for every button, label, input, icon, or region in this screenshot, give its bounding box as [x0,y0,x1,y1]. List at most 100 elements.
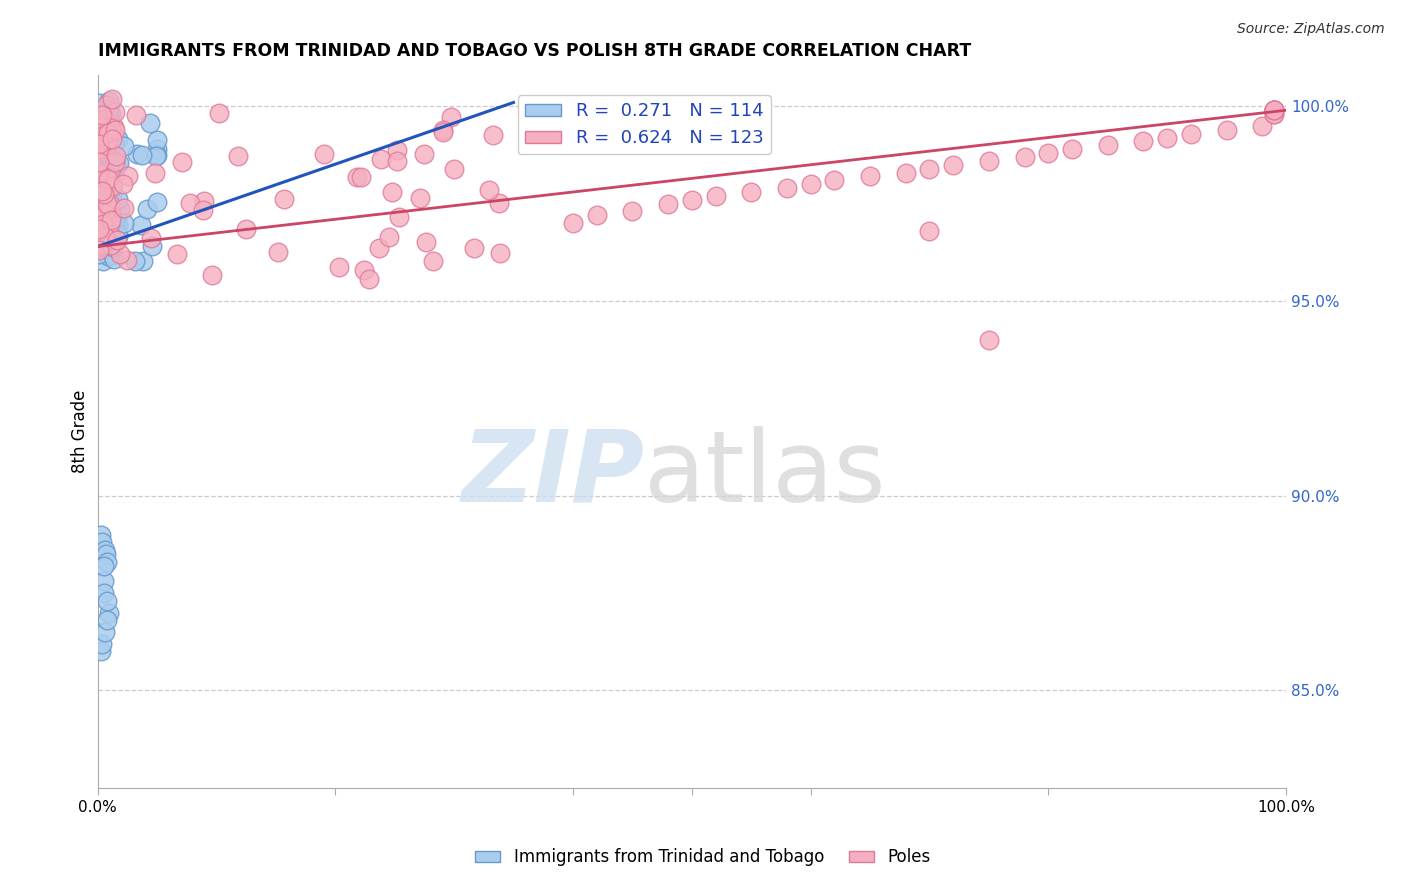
Immigrants from Trinidad and Tobago [89,109,111,123]
Poles [87,238,110,252]
Immigrants from Trinidad and Tobago [125,146,148,161]
Poles [98,197,121,211]
Poles [432,125,454,139]
Poles [409,191,432,205]
Immigrants from Trinidad and Tobago [112,138,135,153]
Poles [235,222,257,236]
Poles [977,333,1000,347]
Poles [101,178,124,193]
Poles [1263,103,1285,118]
Poles [463,241,485,255]
Poles [918,161,941,176]
Immigrants from Trinidad and Tobago [98,606,121,620]
Poles [1038,146,1060,161]
Immigrants from Trinidad and Tobago [101,240,124,254]
Immigrants from Trinidad and Tobago [98,150,121,164]
Immigrants from Trinidad and Tobago [135,202,157,216]
Poles [107,233,129,247]
Poles [1097,138,1119,153]
Poles [859,169,882,184]
Poles [585,208,607,222]
Immigrants from Trinidad and Tobago [124,254,146,268]
Poles [918,224,941,238]
Poles [1156,130,1178,145]
Immigrants from Trinidad and Tobago [90,175,112,189]
Immigrants from Trinidad and Tobago [93,103,115,117]
Immigrants from Trinidad and Tobago [98,152,121,166]
Poles [125,108,148,122]
Poles [94,230,117,244]
Immigrants from Trinidad and Tobago [110,202,132,217]
Poles [96,137,118,152]
Immigrants from Trinidad and Tobago [100,188,122,202]
Immigrants from Trinidad and Tobago [112,216,135,230]
Immigrants from Trinidad and Tobago [94,547,117,561]
Poles [489,246,512,260]
Poles [346,170,368,185]
Immigrants from Trinidad and Tobago [96,170,118,185]
Poles [977,153,1000,168]
Immigrants from Trinidad and Tobago [103,216,125,230]
Immigrants from Trinidad and Tobago [103,252,125,267]
Text: atlas: atlas [644,425,886,523]
Poles [96,197,118,211]
Immigrants from Trinidad and Tobago [97,206,120,220]
Immigrants from Trinidad and Tobago [90,194,112,209]
Immigrants from Trinidad and Tobago [108,156,131,170]
Poles [96,142,118,156]
Poles [1251,119,1274,133]
Immigrants from Trinidad and Tobago [107,208,129,222]
Poles [208,106,231,120]
Poles [117,169,139,183]
Immigrants from Trinidad and Tobago [96,555,118,569]
Poles [143,165,166,179]
Poles [91,184,114,198]
Poles [482,128,505,143]
Immigrants from Trinidad and Tobago [100,130,122,145]
Immigrants from Trinidad and Tobago [93,543,115,558]
Immigrants from Trinidad and Tobago [145,149,167,163]
Poles [422,254,444,268]
Poles [94,206,117,220]
Poles [100,178,122,193]
Poles [104,154,127,169]
Poles [87,222,110,236]
Immigrants from Trinidad and Tobago [146,148,169,162]
Immigrants from Trinidad and Tobago [98,165,121,179]
Immigrants from Trinidad and Tobago [107,228,129,243]
Poles [97,172,120,186]
Immigrants from Trinidad and Tobago [94,200,117,214]
Poles [621,204,644,219]
Immigrants from Trinidad and Tobago [105,159,128,173]
Immigrants from Trinidad and Tobago [101,209,124,223]
Immigrants from Trinidad and Tobago [100,123,122,137]
Poles [776,181,799,195]
Text: Source: ZipAtlas.com: Source: ZipAtlas.com [1237,22,1385,37]
Immigrants from Trinidad and Tobago [97,171,120,186]
Poles [97,126,120,140]
Poles [1060,142,1083,156]
Legend: R =  0.271   N = 114, R =  0.624   N = 123: R = 0.271 N = 114, R = 0.624 N = 123 [517,95,770,154]
Immigrants from Trinidad and Tobago [139,116,162,130]
Poles [100,213,122,227]
Poles [94,98,117,112]
Immigrants from Trinidad and Tobago [97,199,120,213]
Poles [101,132,124,146]
Immigrants from Trinidad and Tobago [89,123,111,137]
Immigrants from Trinidad and Tobago [98,219,121,233]
Immigrants from Trinidad and Tobago [96,155,118,169]
Immigrants from Trinidad and Tobago [93,112,115,127]
Poles [704,189,727,203]
Immigrants from Trinidad and Tobago [87,237,110,252]
Poles [273,192,295,206]
Immigrants from Trinidad and Tobago [91,535,114,549]
Immigrants from Trinidad and Tobago [94,152,117,166]
Poles [1263,103,1285,118]
Immigrants from Trinidad and Tobago [100,106,122,120]
Poles [100,92,122,106]
Poles [1263,103,1285,118]
Poles [170,155,193,169]
Poles [942,158,965,172]
Immigrants from Trinidad and Tobago [91,637,114,651]
Poles [413,146,436,161]
